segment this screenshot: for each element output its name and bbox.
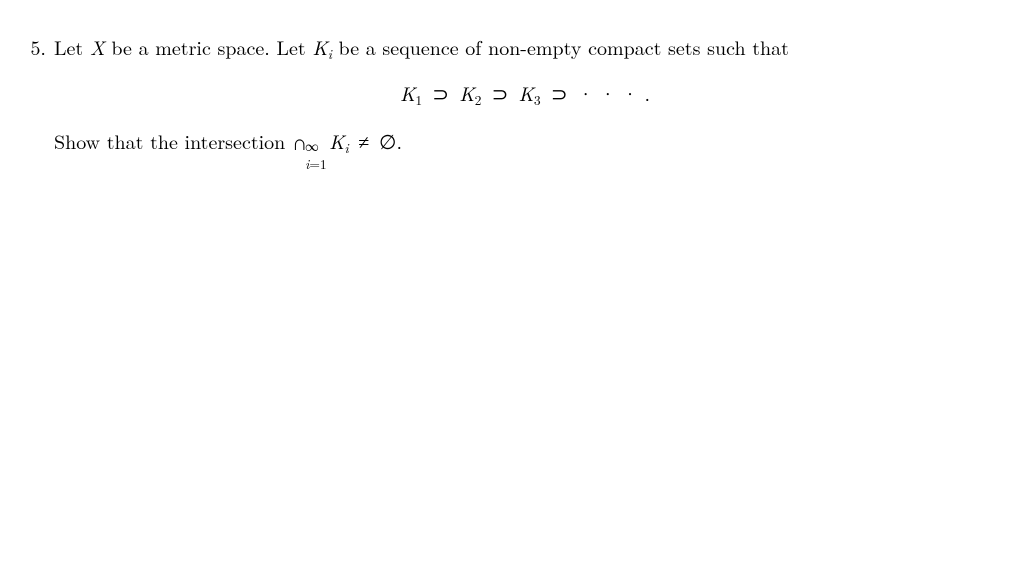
display-equation: K1 ⊃ K2 ⊃ K3 ⊃ · · · . [54,78,996,109]
var-K3: K [519,78,534,107]
var-X: X [90,32,105,61]
sub-2: 2 [475,89,482,108]
problem-body: Let X be a metric space. Let Ki be a seq… [54,32,996,158]
var-K: K [312,32,327,61]
subscript-i-2: i [345,138,349,157]
var-K1: K [400,78,415,107]
sub-3: 3 [534,89,541,108]
limit-bottom: i=1 [305,154,327,174]
text: be a metric space. Let [105,32,313,61]
text: Let [54,32,90,61]
text: Show that the intersection [54,126,292,155]
problem-statement-line-1: Let X be a metric space. Let Ki be a seq… [54,32,996,64]
problem-number: 5. [16,32,54,61]
end-period: . [396,126,402,155]
superset-2: ⊃ [489,78,512,107]
problem-statement-line-2: Show that the intersection ∩∞i=1Ki ≠ ∅. [54,126,996,158]
var-K2: K [459,78,474,107]
sub-1: 1 [415,89,422,108]
period: . [638,78,650,107]
var-Ki: K [329,126,344,155]
cdots: · · · [578,78,638,107]
neq-symbol: ≠ [355,126,372,155]
problem-5: 5. Let X be a metric space. Let Ki be a … [16,32,996,158]
text: be a sequence of non-empty compact sets … [332,32,789,61]
superset-1: ⊃ [429,78,452,107]
superset-3: ⊃ [548,78,571,107]
emptyset-symbol: ∅ [379,126,396,155]
page: 5. Let X be a metric space. Let Ki be a … [0,0,1024,158]
